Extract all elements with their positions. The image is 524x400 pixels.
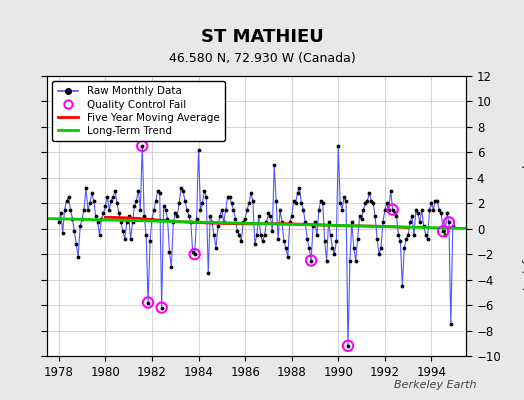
Point — [439, 228, 447, 234]
Point — [344, 343, 352, 349]
Y-axis label: Temperature Anomaly (°C): Temperature Anomaly (°C) — [521, 142, 524, 290]
Text: ST MATHIEU: ST MATHIEU — [201, 28, 323, 46]
Point — [158, 304, 166, 311]
Text: 46.580 N, 72.930 W (Canada): 46.580 N, 72.930 W (Canada) — [169, 52, 355, 65]
Point — [388, 206, 397, 213]
Point — [445, 219, 453, 226]
Point — [307, 257, 315, 264]
Legend: Raw Monthly Data, Quality Control Fail, Five Year Moving Average, Long-Term Tren: Raw Monthly Data, Quality Control Fail, … — [52, 81, 225, 141]
Point — [190, 251, 199, 257]
Point — [138, 143, 146, 149]
Text: Berkeley Earth: Berkeley Earth — [395, 380, 477, 390]
Point — [144, 299, 152, 306]
